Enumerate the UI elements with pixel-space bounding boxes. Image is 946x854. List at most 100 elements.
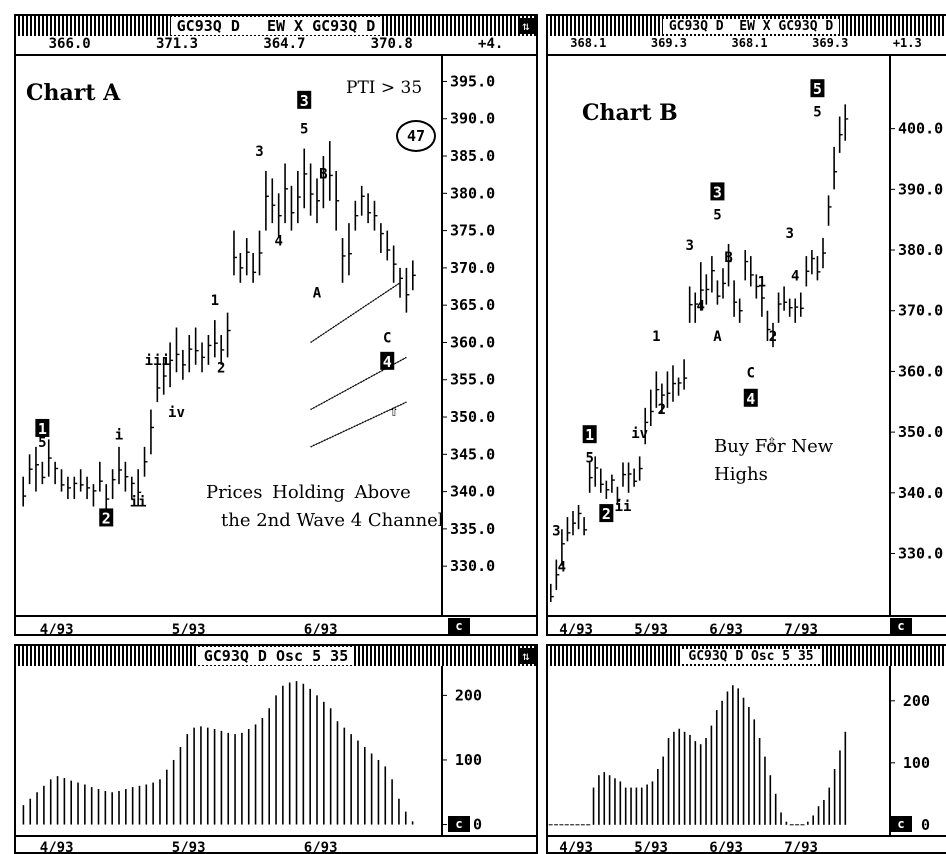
wave-label-box — [297, 90, 312, 109]
chart-b-c-button[interactable]: c — [890, 618, 912, 634]
osc-b-titlebar: GC93Q D Osc 5 35 — [548, 646, 946, 666]
wave-label: 3 — [685, 238, 693, 254]
wave-label: 4 — [697, 299, 705, 315]
x-tick-label: 4/93 — [559, 622, 593, 636]
osc-b-c-button[interactable]: c — [890, 816, 912, 832]
x-tick-label: 7/93 — [784, 622, 818, 636]
osc-a-c-button[interactable]: c — [448, 816, 470, 832]
value-open: 366.0 — [48, 36, 91, 52]
wave-label: 3 — [713, 183, 722, 201]
wave-label-box — [380, 351, 395, 370]
wave-label: ii — [615, 499, 632, 515]
x-tick-label: 5/93 — [172, 622, 206, 636]
updown-icon[interactable]: ⇅ — [518, 18, 534, 34]
chart-a-values: 366.0 371.3 364.7 370.8 +4. — [16, 36, 536, 56]
wave-label: ii — [130, 495, 147, 511]
wave-label-box — [99, 508, 114, 527]
x-tick-label: 4/93 — [559, 840, 593, 854]
x-tick-label: 6/93 — [709, 840, 743, 854]
wave-label: 2 — [769, 329, 777, 345]
value-close: 370.8 — [370, 36, 413, 52]
osc-a-titlebar: GC93Q D Osc 5 35 — [16, 646, 536, 666]
pti-label: PTI > 35 — [346, 78, 423, 98]
wave-label: 5 — [813, 104, 821, 120]
value-change: +4. — [478, 36, 504, 52]
osc-b-title: GC93Q D Osc 5 35 — [682, 648, 820, 664]
y-tick-label: 395.0 — [450, 72, 495, 90]
x-tick-label: 5/93 — [634, 622, 668, 636]
y-tick-label: 385.0 — [450, 147, 495, 165]
y-tick-label: 335.0 — [450, 520, 495, 538]
x-tick-label: 4/93 — [40, 840, 74, 854]
y-tick-label: 340.0 — [898, 484, 943, 502]
wave-label: 1 — [38, 420, 47, 438]
wave-label: iv — [631, 426, 648, 442]
y-tick-label: 375.0 — [450, 222, 495, 240]
chart-a-plot: 395.0 390.0 385.0 380.0 375.0 370.0 365.0 360.0… — [16, 56, 536, 636]
chart-b-values: 368.1 369.3 368.1 369.3 +1.3 — [548, 36, 946, 56]
wave-label: A — [713, 329, 722, 345]
chart-b-note-2: Highs — [714, 464, 768, 485]
wave-label: iii — [145, 353, 170, 369]
osc-b-panel: GC93Q D Osc 5 35 200 100 0 4/93 5/93 6/93 7/93… — [546, 644, 946, 854]
wave-label: 4 — [274, 234, 282, 250]
value-high: 369.3 — [650, 36, 688, 50]
wave-label: 3 — [300, 92, 309, 110]
chart-a-label: Chart A — [26, 80, 121, 106]
y-tick-label: 380.0 — [898, 241, 943, 259]
y-tick-label: 360.0 — [898, 362, 943, 380]
wave-label-box — [599, 504, 614, 523]
wave-label: 3 — [552, 523, 560, 539]
wave-label: 4 — [383, 353, 392, 371]
y-tick-label: 200 — [455, 686, 482, 704]
chart-a-title: GC93Q D EW X GC93Q D — [170, 17, 382, 35]
wave-label: i — [115, 427, 123, 443]
wave-label: C — [747, 365, 755, 381]
y-tick-label: 370.0 — [450, 259, 495, 277]
wave-label: 4 — [791, 268, 799, 284]
wave-label: 1 — [211, 293, 219, 309]
y-tick-label: 380.0 — [450, 184, 495, 202]
wave-label-box — [743, 388, 758, 407]
x-tick-label: 5/93 — [634, 840, 668, 854]
wave-label: 2 — [658, 402, 666, 418]
y-tick-label: 400.0 — [898, 120, 943, 138]
chart-a-c-button[interactable]: c — [448, 618, 470, 634]
x-tick-label: 6/93 — [709, 622, 743, 636]
x-tick-label: 5/93 — [172, 840, 206, 854]
y-tick-label: 100 — [455, 751, 482, 769]
chart-b-plot: 400.0 390.0 380.0 370.0 360.0 350.0 340.0 330.0… — [548, 56, 946, 636]
wave-label: B — [724, 250, 732, 266]
wave-label: C — [383, 330, 391, 346]
y-tick-label: 360.0 — [450, 333, 495, 351]
value-open: 368.1 — [570, 36, 607, 50]
osc-a-title: GC93Q D Osc 5 35 — [197, 647, 355, 665]
y-tick-label: 350.0 — [450, 408, 495, 426]
osc-a-panel: GC93Q D Osc 5 35 ⇅ 200 100 0 4/93 5/93 6/93 c — [14, 644, 538, 854]
wave-label: 3 — [255, 144, 263, 160]
wave-4-channel-line — [310, 282, 401, 343]
value-low: 364.7 — [263, 36, 306, 52]
wave-label: 2 — [102, 509, 111, 527]
y-tick-label: 355.0 — [450, 371, 495, 389]
wave-label-box — [810, 79, 825, 98]
arrow-up-icon: ⇧ — [389, 401, 399, 420]
chart-b-label: Chart B — [582, 100, 678, 126]
wave-label: 5 — [300, 122, 308, 138]
y-tick-label: 390.0 — [450, 110, 495, 128]
x-tick-label: 7/93 — [784, 840, 818, 854]
y-tick-label: 370.0 — [898, 302, 943, 320]
wave-label: 4 — [746, 390, 755, 408]
chart-b-titlebar: GC93Q D EW X GC93Q D — [548, 16, 946, 36]
wave-label: 1 — [758, 274, 766, 290]
wave-label: 1 — [652, 329, 660, 345]
value-close: 369.3 — [812, 36, 849, 50]
wave-label: 4 — [558, 560, 566, 576]
updown-icon[interactable]: ⇅ — [518, 648, 534, 664]
y-tick-label: 390.0 — [898, 180, 943, 198]
y-tick-label: 330.0 — [450, 557, 495, 575]
y-tick-label: 365.0 — [450, 296, 495, 314]
wave-label: 5 — [38, 435, 46, 451]
value-change: +1.3 — [892, 36, 922, 50]
y-tick-label: 200 — [903, 692, 930, 710]
